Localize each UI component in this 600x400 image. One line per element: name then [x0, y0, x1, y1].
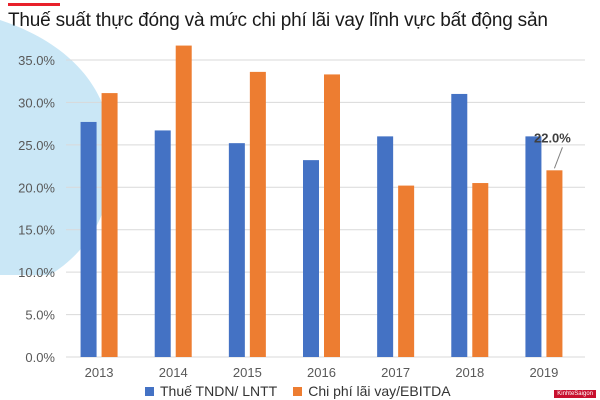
title-accent-bar — [8, 3, 60, 6]
annotations: 22.0% — [534, 130, 571, 169]
bar-series-1-2018 — [451, 93, 468, 357]
x-axis-ticks: 2013 2014 2015 2016 2017 2018 2019 — [85, 365, 559, 380]
bars — [80, 45, 563, 358]
bar-series-2-2014 — [175, 45, 192, 358]
y-tick-label: 5.0% — [25, 308, 55, 323]
legend-swatch-series-2 — [293, 386, 303, 396]
legend-item-series-2: Chi phí lãi vay/EBITDA — [293, 383, 451, 399]
annotation-leader-line — [553, 147, 563, 169]
data-label-2019-chi-phi: 22.0% — [534, 130, 571, 145]
bar-series-2-2015 — [249, 71, 266, 357]
bar-series-2-2013 — [101, 93, 118, 357]
legend-label-series-2: Chi phí lãi vay/EBITDA — [308, 383, 451, 399]
y-tick-label: 30.0% — [18, 95, 55, 110]
legend-label-series-1: Thuế TNDN/ LNTT — [160, 383, 278, 399]
legend-swatch-series-1 — [145, 386, 154, 396]
x-tick-label: 2015 — [233, 365, 262, 380]
bar-series-2-2019 — [546, 170, 563, 357]
y-axis-ticks: 0.0% 5.0% 10.0% 15.0% 20.0% 25.0% 30.0% 35.0% — [18, 53, 55, 365]
y-tick-label: 10.0% — [18, 265, 55, 280]
x-tick-label: 2019 — [529, 365, 558, 380]
legend-item-series-1: Thuế TNDN/ LNTT — [145, 383, 277, 399]
source-watermark: KinhteSaigon — [554, 390, 596, 398]
x-tick-label: 2017 — [381, 365, 410, 380]
x-tick-label: 2014 — [159, 365, 188, 380]
bar-series-1-2017 — [377, 136, 394, 357]
y-tick-label: 15.0% — [18, 223, 55, 238]
bar-series-2-2016 — [324, 74, 340, 357]
legend: Thuế TNDN/ LNTT Chi phí lãi vay/EBITDA — [145, 383, 467, 399]
x-tick-label: 2016 — [307, 365, 336, 380]
bar-series-1-2014 — [154, 130, 171, 357]
bar-series-2-2017 — [398, 185, 415, 357]
bar-series-1-2016 — [303, 160, 319, 357]
bar-series-2-2018 — [472, 183, 489, 357]
x-tick-label: 2018 — [455, 365, 484, 380]
y-tick-label: 0.0% — [25, 350, 55, 365]
bar-series-1-2015 — [228, 143, 245, 357]
bar-series-1-2019 — [525, 136, 542, 357]
bar-series-1-2013 — [80, 121, 97, 358]
y-tick-label: 35.0% — [18, 53, 55, 68]
chart-title: Thuế suất thực đóng và mức chi phí lãi v… — [8, 10, 548, 31]
x-tick-label: 2013 — [85, 365, 114, 380]
y-tick-label: 25.0% — [18, 138, 55, 153]
y-tick-label: 20.0% — [18, 180, 55, 195]
